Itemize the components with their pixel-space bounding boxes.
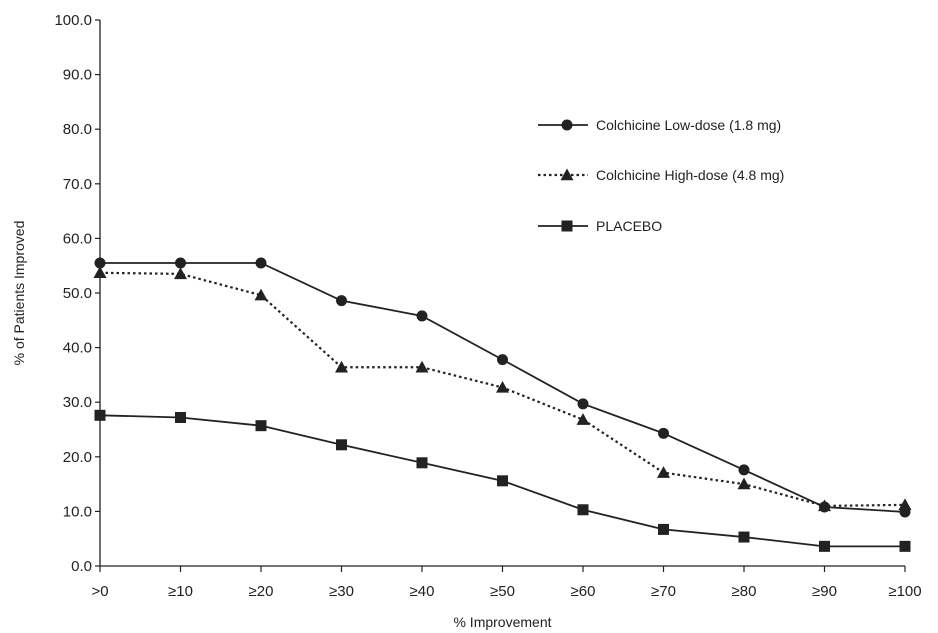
legend-label: Colchicine Low-dose (1.8 mg) — [596, 117, 781, 133]
legend-marker — [561, 220, 573, 232]
x-tick-label: ≥80 — [732, 583, 757, 600]
y-tick-label: 0.0 — [71, 558, 92, 575]
legend: Colchicine Low-dose (1.8 mg) Colchicine H… — [538, 117, 784, 234]
legend-entry: Colchicine High-dose (4.8 mg) — [538, 167, 784, 183]
data-point — [658, 427, 669, 439]
legend-label: PLACEBO — [596, 218, 662, 234]
y-tick-label: 50.0 — [63, 285, 92, 302]
y-tick-label: 80.0 — [63, 121, 92, 138]
y-axis-title: % of Patients Improved — [11, 221, 27, 366]
data-point — [416, 457, 428, 469]
data-point — [657, 466, 670, 478]
data-point — [94, 409, 106, 421]
y-tick-label: 20.0 — [63, 449, 92, 466]
data-point — [255, 420, 267, 432]
series-triangle — [93, 266, 912, 512]
data-point — [175, 257, 186, 269]
data-point — [336, 439, 347, 451]
y-tick-label: 40.0 — [63, 340, 92, 357]
data-point — [175, 411, 186, 423]
x-axis-title: % Improvement — [453, 614, 551, 630]
legend-marker — [560, 168, 574, 181]
y-tick-label: 10.0 — [63, 503, 92, 520]
data-point — [415, 360, 429, 373]
x-tick-label: ≥100 — [888, 583, 921, 600]
x-tick-label: ≥10 — [168, 583, 193, 600]
x-tick-label: ≥60 — [571, 583, 596, 600]
x-tick-label: ≥30 — [329, 583, 354, 600]
data-point — [738, 531, 750, 543]
data-point — [658, 523, 669, 535]
data-point — [738, 464, 750, 476]
data-point — [93, 266, 107, 278]
axes: 0.0 10.0 20.0 30.0 40.0 50.0 60.0 70.0 80.0 90.0 1… — [54, 12, 921, 600]
data-point — [254, 288, 268, 301]
data-point — [94, 257, 106, 269]
data-point — [899, 540, 911, 552]
data-point — [335, 360, 348, 373]
legend-label: Colchicine High-dose (4.8 mg) — [596, 167, 784, 183]
data-point — [174, 267, 187, 280]
legend-marker — [561, 119, 573, 131]
data-point — [255, 257, 267, 269]
series-layer — [93, 257, 912, 552]
y-tick-label: 30.0 — [63, 394, 92, 411]
series-circle — [94, 257, 911, 518]
x-tick-label: ≥70 — [651, 583, 676, 600]
data-point — [818, 499, 831, 512]
x-tick-label: ≥20 — [249, 583, 274, 600]
series-square — [94, 409, 911, 552]
x-tick-label: ≥90 — [812, 583, 837, 600]
data-point — [737, 477, 751, 490]
x-tick-label: ≥40 — [410, 583, 435, 600]
data-point — [819, 540, 830, 552]
legend-entry: PLACEBO — [538, 218, 662, 234]
y-tick-label: 70.0 — [63, 176, 92, 193]
x-tick-label: >0 — [91, 583, 108, 600]
data-point — [416, 310, 428, 322]
data-point — [496, 380, 509, 393]
data-point — [577, 504, 589, 516]
data-point — [576, 413, 590, 425]
x-tick-label: ≥50 — [490, 583, 515, 600]
data-point — [577, 398, 589, 410]
data-point — [336, 295, 347, 307]
y-tick-label: 90.0 — [63, 67, 92, 84]
y-tick-label: 100.0 — [54, 12, 92, 29]
data-point — [497, 475, 508, 487]
legend-entry: Colchicine Low-dose (1.8 mg) — [538, 117, 781, 133]
y-tick-label: 60.0 — [63, 230, 92, 247]
data-point — [898, 498, 912, 511]
data-point — [497, 354, 508, 366]
